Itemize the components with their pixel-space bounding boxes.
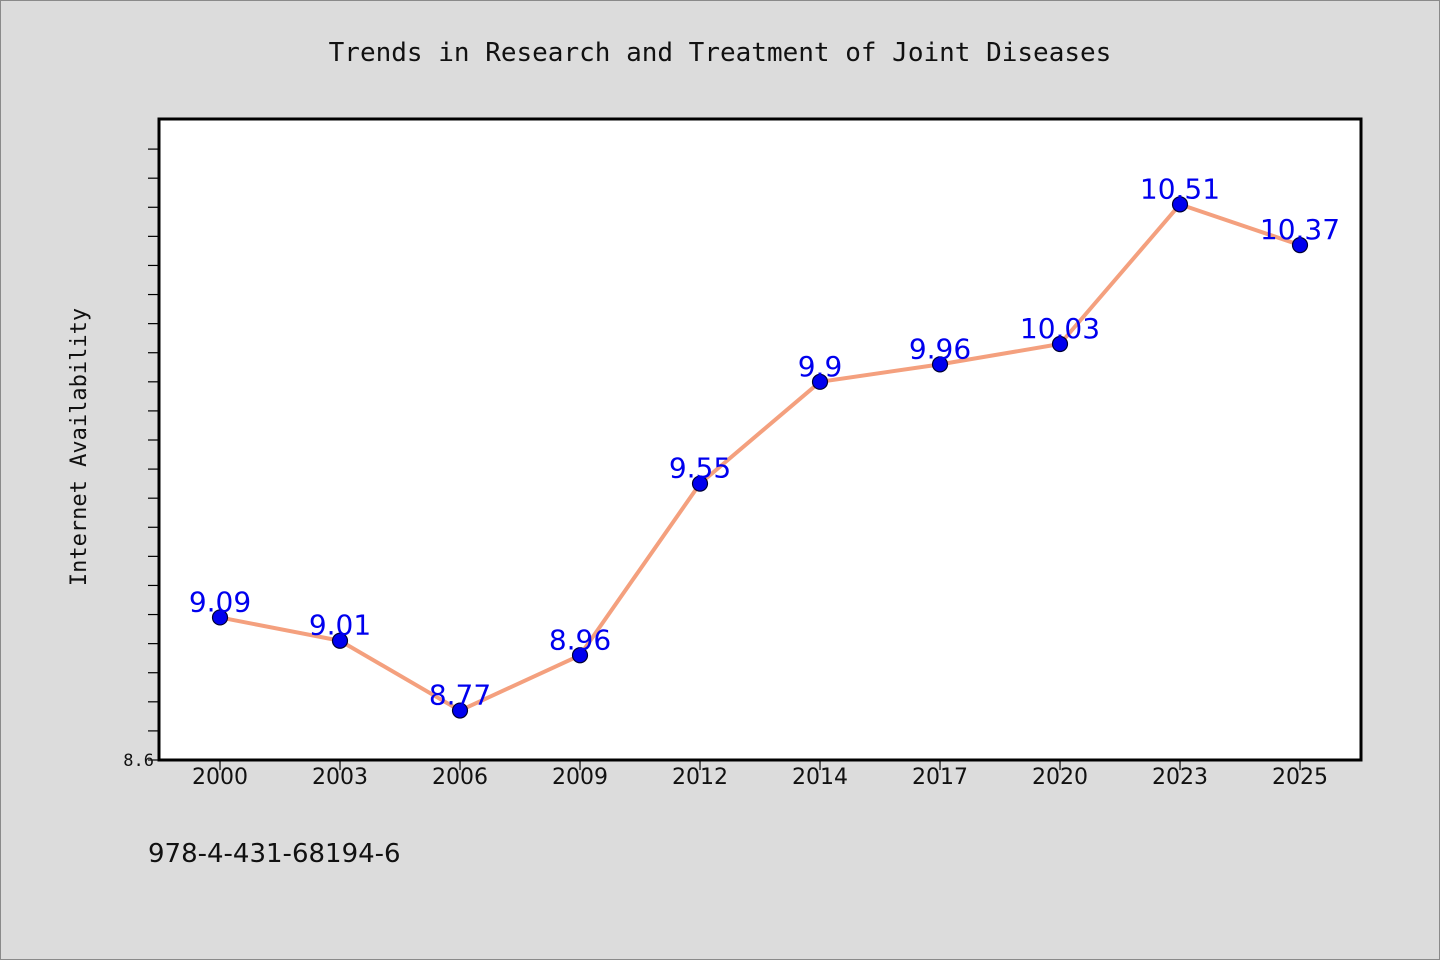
chart-title: Trends in Research and Treatment of Join… xyxy=(329,38,1112,68)
x-tick-label: 2020 xyxy=(1032,765,1088,790)
data-point xyxy=(451,702,469,719)
data-label: 8.77 xyxy=(429,679,491,712)
y-axis-ticks: 8.6 xyxy=(123,148,159,771)
data-label: 9.01 xyxy=(309,609,371,642)
y-tick-label: 8.6 xyxy=(123,751,154,771)
x-tick-label: 2025 xyxy=(1272,765,1328,790)
data-label: 9.09 xyxy=(189,585,251,618)
data-point xyxy=(691,475,709,492)
x-tick-label: 2003 xyxy=(312,765,368,790)
x-tick-label: 2014 xyxy=(792,765,848,790)
data-label: 10.51 xyxy=(1140,172,1220,205)
isbn-label: 978-4-431-68194-6 xyxy=(148,839,401,869)
x-tick-label: 2006 xyxy=(432,765,488,790)
plot-area xyxy=(157,117,1363,762)
data-point xyxy=(331,632,349,649)
data-point xyxy=(571,647,589,664)
series-line xyxy=(218,202,1302,713)
x-tick-label: 2012 xyxy=(672,765,728,790)
data-point xyxy=(1291,236,1309,254)
data-point xyxy=(931,356,949,373)
data-label: 10.37 xyxy=(1260,213,1340,246)
data-point xyxy=(211,609,229,626)
series-layer: 9.09 9.01 8.77 8.96 9.55 9.9 9.96 10.03 10.51 10.… xyxy=(189,172,1340,719)
data-label: 10.03 xyxy=(1020,312,1100,345)
x-tick-label: 2017 xyxy=(912,765,968,790)
x-axis-ticks: 2000 2003 2006 2009 2012 2014 2017 2020 2023 2025 xyxy=(192,761,1328,790)
data-point xyxy=(1171,196,1189,213)
data-label: 9.96 xyxy=(909,332,971,365)
data-label: 9.9 xyxy=(798,350,843,383)
x-tick-label: 2023 xyxy=(1152,765,1208,790)
data-point xyxy=(1051,335,1069,353)
x-tick-label: 2000 xyxy=(192,765,248,790)
y-axis-label: Internet Availability xyxy=(67,308,92,586)
data-point xyxy=(811,373,829,390)
data-label: 9.55 xyxy=(669,452,731,485)
x-tick-label: 2009 xyxy=(552,765,608,790)
data-label: 8.96 xyxy=(549,623,611,656)
